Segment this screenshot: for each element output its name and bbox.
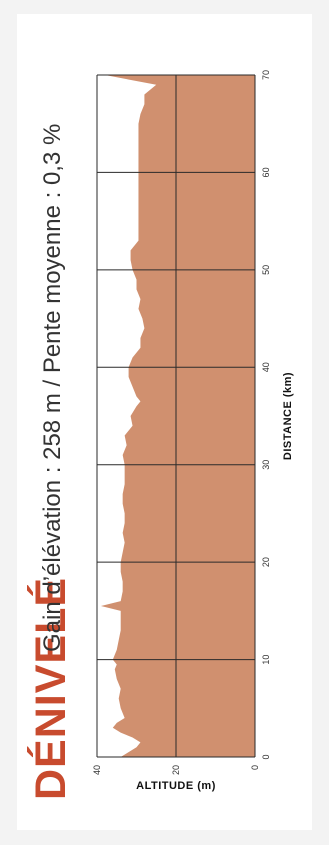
x-tick-label-40: 40 [261, 362, 271, 372]
x-axis-title: DISTANCE (km) [282, 372, 294, 460]
x-tick-label-10: 10 [261, 655, 271, 665]
grid-layer [96, 74, 256, 758]
x-tick-label-20: 20 [261, 557, 271, 567]
rotated-chart-stage: DÉNIVELÉ Gain d’élévation : 258 m / Pent… [17, 14, 312, 830]
x-tick-label-50: 50 [261, 265, 271, 275]
x-tick-label-60: 60 [261, 167, 271, 177]
x-tick-label-70: 70 [261, 70, 271, 80]
y-tick-label-20: 20 [171, 765, 181, 775]
x-tick-label-30: 30 [261, 460, 271, 470]
x-tick-label-0: 0 [261, 754, 271, 759]
y-tick-label-0: 0 [250, 765, 260, 770]
x-tick-labels: 0 10 20 30 40 50 60 70 [261, 70, 271, 760]
area-layer [100, 75, 255, 757]
y-tick-label-40: 40 [92, 765, 102, 775]
y-tick-labels: 0 20 40 [92, 765, 260, 775]
y-axis-title: ALTITUDE (m) [136, 780, 216, 792]
chart-card: DÉNIVELÉ Gain d’élévation : 258 m / Pent… [17, 14, 312, 830]
elevation-chart: 0 10 20 30 40 50 60 70 0 20 40 DISTANCE (km) ALTI… [92, 70, 294, 792]
elevation-area [100, 75, 255, 757]
